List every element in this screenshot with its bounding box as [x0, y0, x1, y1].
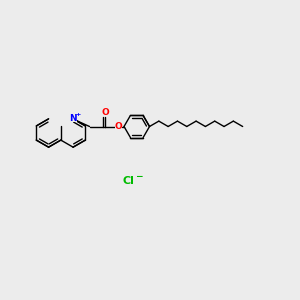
Text: −: − — [135, 172, 142, 182]
FancyBboxPatch shape — [101, 110, 109, 116]
FancyBboxPatch shape — [115, 123, 122, 130]
Text: O: O — [101, 108, 109, 117]
FancyBboxPatch shape — [69, 115, 77, 122]
Text: O: O — [115, 122, 122, 131]
Text: Cl: Cl — [123, 176, 135, 186]
Text: N: N — [69, 114, 77, 123]
Text: +: + — [75, 112, 80, 117]
